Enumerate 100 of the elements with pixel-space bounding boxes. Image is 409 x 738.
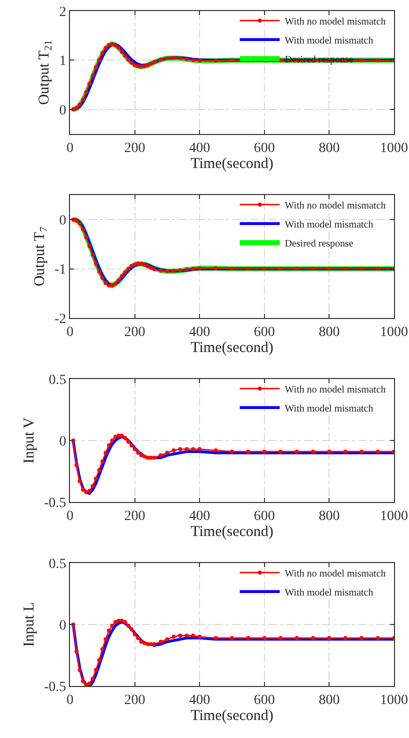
point — [87, 244, 92, 248]
point — [74, 650, 78, 654]
x-tick-label: 1000 — [380, 140, 408, 156]
x-tick-label: 600 — [254, 324, 275, 340]
point — [184, 634, 189, 638]
point — [327, 636, 332, 640]
point — [246, 636, 250, 640]
point — [376, 266, 380, 271]
point — [94, 262, 98, 266]
point — [120, 434, 124, 438]
point — [178, 634, 182, 638]
point — [360, 58, 364, 62]
point — [230, 58, 234, 62]
point — [100, 459, 104, 464]
point — [132, 63, 137, 68]
point — [136, 450, 140, 455]
point — [152, 60, 156, 64]
point — [104, 46, 108, 50]
point — [152, 456, 156, 460]
point — [184, 57, 189, 62]
point — [178, 447, 182, 452]
legend-label: With model mismatch — [284, 587, 374, 598]
point — [198, 447, 202, 452]
legend-label: With no model mismatch — [284, 16, 386, 28]
point — [87, 682, 92, 686]
point — [294, 266, 299, 271]
point — [158, 640, 163, 644]
x-tick-label: 600 — [254, 140, 275, 156]
point — [78, 668, 82, 672]
point — [106, 443, 111, 448]
point — [376, 450, 380, 454]
point — [360, 450, 364, 454]
point — [311, 450, 315, 454]
point — [184, 447, 189, 452]
point — [123, 620, 128, 624]
point — [78, 222, 82, 226]
point — [142, 262, 147, 267]
point — [139, 453, 144, 458]
point — [132, 632, 137, 636]
point — [152, 267, 156, 272]
point — [165, 450, 170, 455]
legend-label: With no model mismatch — [284, 384, 386, 396]
y-tick-label: 0.5 — [48, 372, 66, 388]
point — [130, 264, 134, 268]
point — [311, 266, 315, 271]
point — [376, 58, 380, 62]
point — [149, 62, 153, 66]
x-axis-title: Time(second) — [190, 156, 274, 172]
point — [97, 270, 102, 274]
point — [104, 450, 108, 455]
point — [191, 447, 196, 452]
x-axis-title: Time(second) — [190, 524, 274, 540]
point — [198, 634, 202, 639]
point — [104, 281, 108, 286]
point — [152, 642, 156, 646]
legend-label: With no model mismatch — [284, 200, 386, 212]
point — [214, 58, 218, 63]
x-tick-label: 400 — [189, 324, 210, 340]
point — [80, 679, 85, 684]
point — [172, 56, 176, 60]
point — [116, 618, 121, 623]
x-tick-label: 800 — [318, 324, 340, 340]
point — [142, 64, 147, 68]
point — [126, 266, 130, 271]
point — [230, 450, 234, 454]
point — [123, 270, 128, 274]
x-tick-label: 800 — [318, 140, 340, 156]
point — [165, 637, 170, 642]
point — [184, 267, 189, 272]
point — [126, 624, 130, 628]
y-tick-label: -0.5 — [44, 680, 66, 695]
point — [198, 266, 202, 270]
legend-label: With model mismatch — [284, 403, 374, 414]
point — [262, 636, 266, 640]
point — [165, 56, 170, 60]
y-tick-label: 0.5 — [48, 556, 66, 572]
x-tick-label: 200 — [124, 692, 146, 708]
point — [87, 82, 92, 86]
point — [90, 253, 95, 258]
point — [130, 443, 134, 448]
point — [142, 640, 147, 645]
point — [84, 490, 88, 494]
point — [110, 624, 114, 628]
point — [146, 63, 150, 68]
point — [100, 647, 104, 652]
point — [214, 636, 218, 640]
y-tick-label: 0 — [59, 214, 66, 228]
point — [116, 278, 121, 282]
point — [110, 438, 114, 442]
point — [149, 642, 153, 646]
y-tick-label: 1 — [59, 54, 66, 70]
point — [113, 282, 118, 286]
x-tick-label: 800 — [318, 692, 340, 708]
y-tick-label: 0 — [59, 103, 66, 118]
point — [191, 58, 196, 62]
point — [80, 98, 85, 102]
legend-label: With model mismatch — [284, 219, 374, 230]
point — [165, 269, 170, 274]
point — [136, 261, 140, 266]
point — [376, 636, 380, 640]
